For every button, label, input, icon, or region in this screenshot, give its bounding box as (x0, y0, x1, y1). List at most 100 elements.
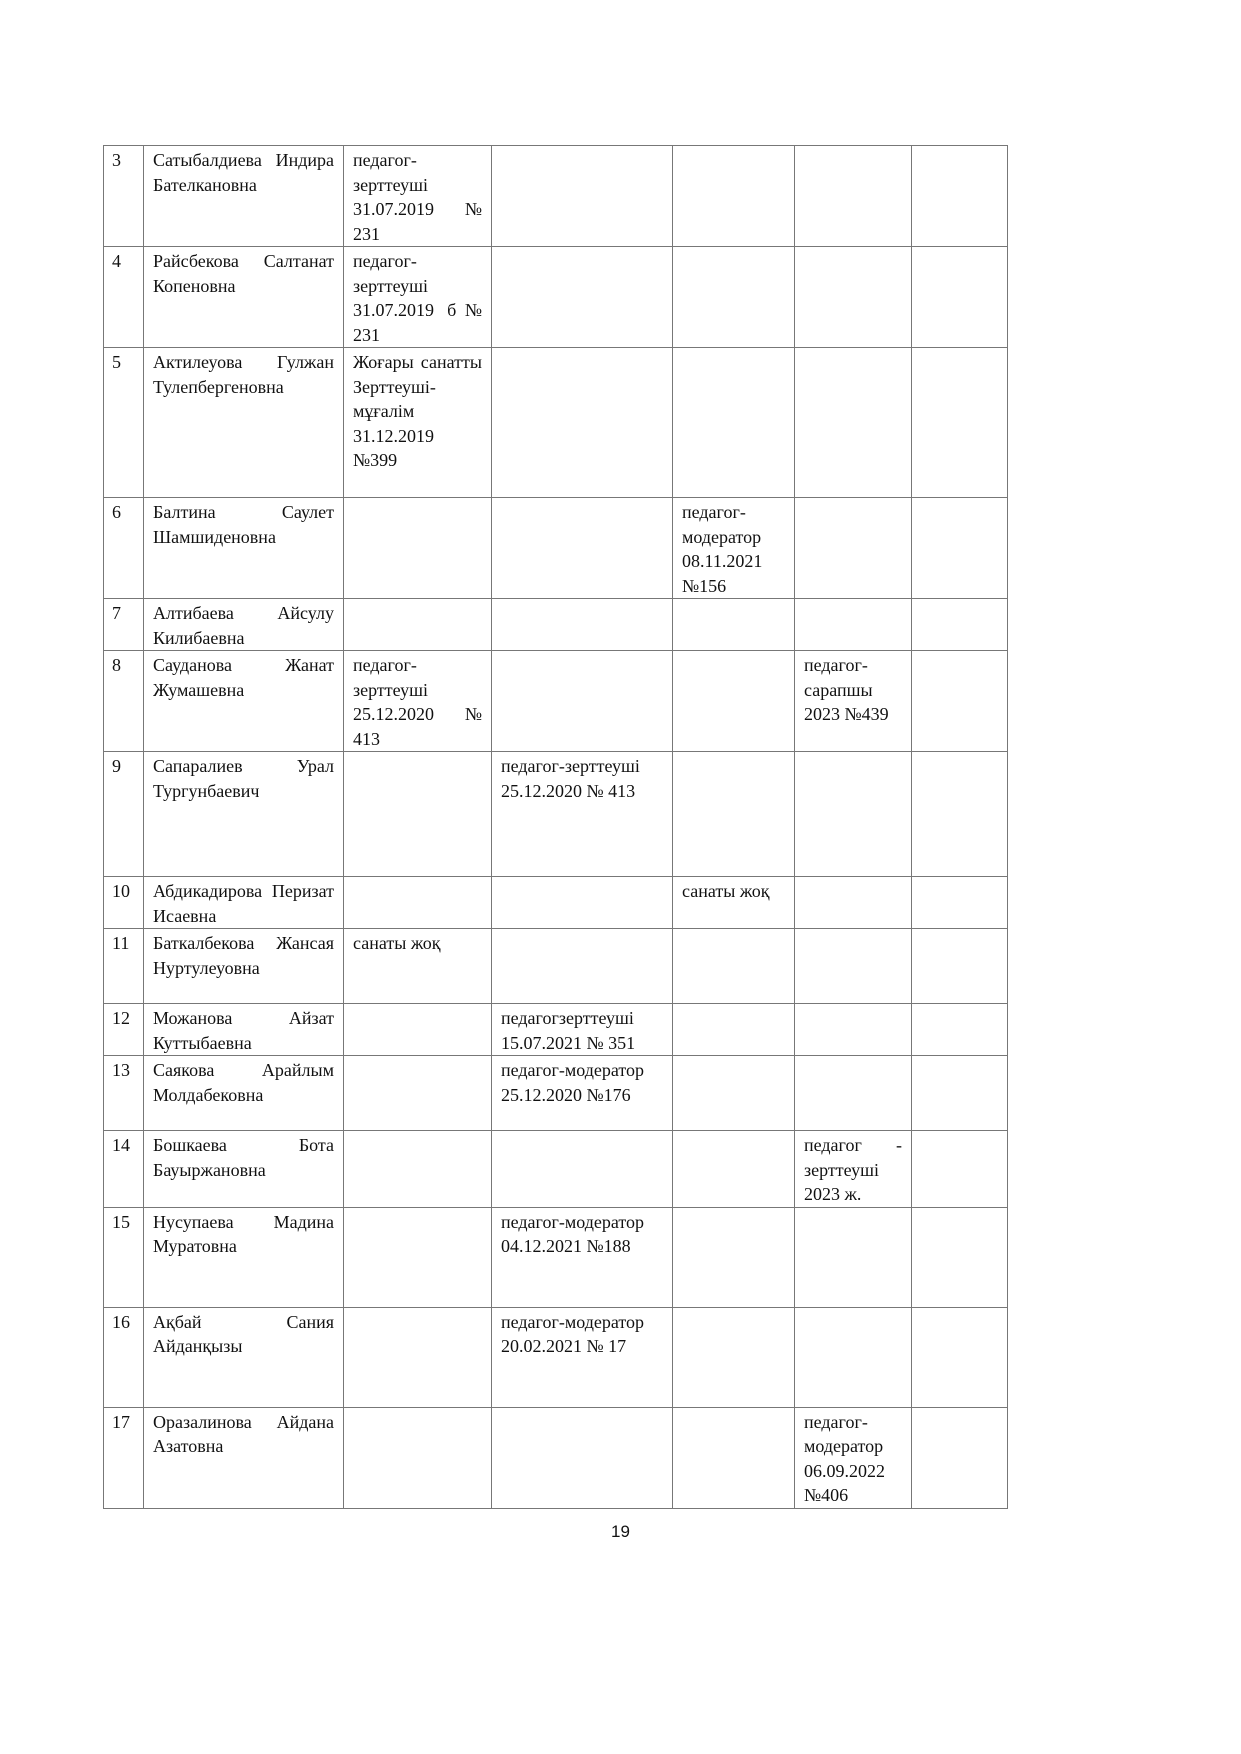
table-row: 16 Ақбай Сания Айданқызы педагог-модератор… (103, 1306, 1008, 1408)
row-number: 11 (103, 928, 144, 1004)
qualification-cell (672, 751, 795, 877)
qualification-cell (672, 145, 795, 247)
qualification-cell (794, 497, 912, 599)
qualification-cell (794, 145, 912, 247)
qualification-cell: педагогзерттеуші 15.07.2021 № 351 (491, 1003, 673, 1056)
qualification-cell (672, 1003, 795, 1056)
qualification-cell (794, 876, 912, 929)
qualification-cell: педагог-зерттеуші 31.07.2019 б№ 231 (343, 246, 492, 348)
qualification-cell (491, 598, 673, 651)
qualification-cell (343, 751, 492, 877)
qualification-cell (672, 246, 795, 348)
qualification-cell (491, 1406, 673, 1509)
qualification-cell: Жоғары санатты Зерттеуші-мұғалім 31.12.2… (343, 347, 492, 498)
qualification-cell (911, 928, 1008, 1004)
table-row: 14 Бошкаева Бота Бауыржановна педагог - зе… (103, 1130, 1008, 1208)
qualification-cell: санаты жоқ (672, 876, 795, 929)
row-number: 5 (103, 347, 144, 498)
teacher-name-cell: Можанова Айзат Куттыбаевна (143, 1003, 344, 1056)
qualification-cell (911, 876, 1008, 929)
qualification-cell (672, 1206, 795, 1308)
table-row: 5 Актилеуова Гулжан Тулепбергеновна Жоғары… (103, 347, 1008, 498)
qualification-cell (794, 347, 912, 498)
qualification-cell (911, 145, 1008, 247)
teacher-name-cell: Абдикадирова Перизат Исаевна (143, 876, 344, 929)
qualification-cell (491, 145, 673, 247)
qualification-cell (911, 1206, 1008, 1308)
table-row: 13 Саякова Арайлым Молдабековна педагог-мо… (103, 1055, 1008, 1131)
qualification-cell (911, 246, 1008, 348)
qualification-cell (672, 347, 795, 498)
qualification-cell: педагог-модератор 04.12.2021 №188 (491, 1206, 673, 1308)
qualification-cell (343, 497, 492, 599)
qualification-cell (911, 347, 1008, 498)
row-number: 15 (103, 1206, 144, 1308)
staff-qualification-table: 3 Сатыбалдиева Индира Бателкановна педагог… (103, 145, 1008, 1509)
qualification-cell (794, 246, 912, 348)
qualification-cell (491, 497, 673, 599)
qualification-cell (794, 1306, 912, 1408)
qualification-cell: педагог-модератор 08.11.2021 №156 (672, 497, 795, 599)
qualification-cell: педагог-зерттеуші 31.07.2019 № 231 (343, 145, 492, 247)
qualification-cell (794, 1206, 912, 1308)
qualification-cell (343, 876, 492, 929)
teacher-name-cell: Сауданова Жанат Жумашевна (143, 650, 344, 752)
qualification-cell (343, 1206, 492, 1308)
qualification-cell (491, 876, 673, 929)
row-number: 3 (103, 145, 144, 247)
table-row: 15 Нусупаева Мадина Муратовна педагог-моде… (103, 1206, 1008, 1308)
row-number: 17 (103, 1406, 144, 1509)
teacher-name-cell: Алтибаева Айсулу Килибаевна (143, 598, 344, 651)
row-number: 10 (103, 876, 144, 929)
qualification-cell (491, 928, 673, 1004)
qualification-cell (672, 928, 795, 1004)
qualification-cell (672, 1406, 795, 1509)
qualification-cell (911, 650, 1008, 752)
table-row: 4 Райсбекова Салтанат Копеновна педагог-зе… (103, 246, 1008, 348)
qualification-cell (911, 1055, 1008, 1131)
qualification-cell (491, 650, 673, 752)
row-number: 12 (103, 1003, 144, 1056)
qualification-cell: педагог-модератор 25.12.2020 №176 (491, 1055, 673, 1131)
row-number: 13 (103, 1055, 144, 1131)
teacher-name-cell: Балтина Саулет Шамшиденовна (143, 497, 344, 599)
qualification-cell: педагог-модератор 06.09.2022 №406 (794, 1406, 912, 1509)
qualification-cell (794, 928, 912, 1004)
page-number: 19 (611, 1522, 630, 1541)
table-row: 10 Абдикадирова Перизат Исаевна санаты жоқ (103, 876, 1008, 929)
row-number: 8 (103, 650, 144, 752)
table-row: 6 Балтина Саулет Шамшиденовна педагог-моде… (103, 497, 1008, 599)
qualification-cell (911, 497, 1008, 599)
qualification-cell (672, 598, 795, 651)
qualification-cell (911, 598, 1008, 651)
row-number: 16 (103, 1306, 144, 1408)
table-row: 9 Сапаралиев Урал Тургунбаевич педагог-зер… (103, 751, 1008, 877)
table-row: 3 Сатыбалдиева Индира Бателкановна педагог… (103, 145, 1008, 247)
qualification-cell: педагог - зерттеуші 2023 ж. (794, 1130, 912, 1208)
qualification-cell (491, 1130, 673, 1208)
qualification-cell (794, 751, 912, 877)
teacher-name-cell: Сапаралиев Урал Тургунбаевич (143, 751, 344, 877)
qualification-cell (343, 598, 492, 651)
qualification-cell (491, 347, 673, 498)
row-number: 9 (103, 751, 144, 877)
qualification-cell (672, 1130, 795, 1208)
teacher-name-cell: Бошкаева Бота Бауыржановна (143, 1130, 344, 1208)
qualification-cell (343, 1055, 492, 1131)
teacher-name-cell: Оразалинова Айдана Азатовна (143, 1406, 344, 1509)
table-row: 17 Оразалинова Айдана Азатовна педагог-мод… (103, 1406, 1008, 1509)
qualification-cell: санаты жоқ (343, 928, 492, 1004)
qualification-cell (343, 1003, 492, 1056)
teacher-name-cell: Сатыбалдиева Индира Бателкановна (143, 145, 344, 247)
teacher-name-cell: Актилеуова Гулжан Тулепбергеновна (143, 347, 344, 498)
qualification-cell (911, 1003, 1008, 1056)
row-number: 6 (103, 497, 144, 599)
table-row: 7 Алтибаева Айсулу Килибаевна (103, 598, 1008, 651)
row-number: 7 (103, 598, 144, 651)
teacher-name-cell: Саякова Арайлым Молдабековна (143, 1055, 344, 1131)
qualification-cell (491, 246, 673, 348)
qualification-cell (794, 1003, 912, 1056)
qualification-cell (672, 650, 795, 752)
row-number: 4 (103, 246, 144, 348)
table-row: 11 Баткалбекова Жансая Нуртулеуовна санаты… (103, 928, 1008, 1004)
